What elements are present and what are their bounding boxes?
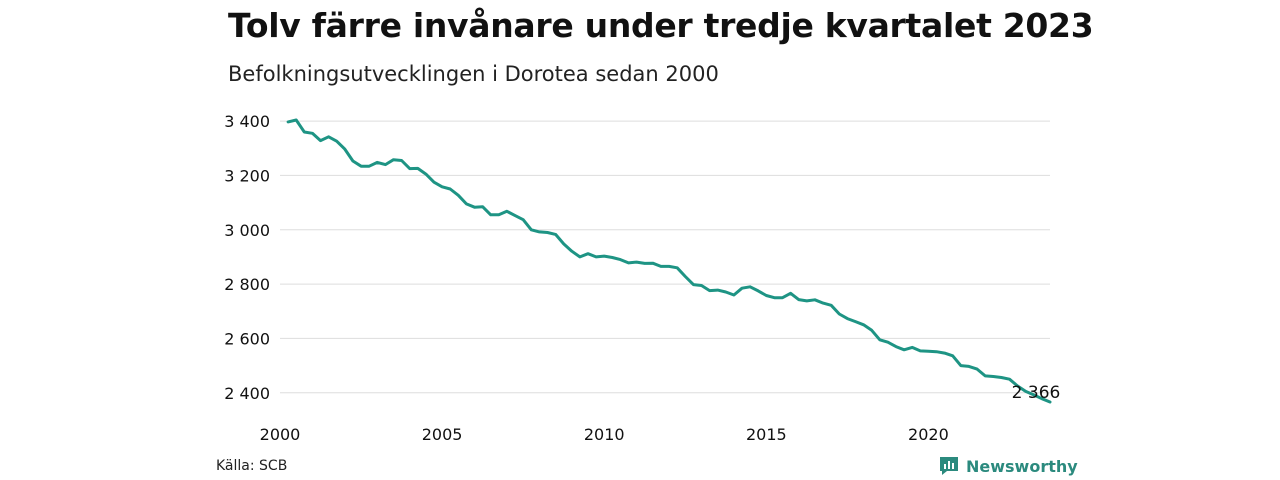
end-value-label: 2 366	[1012, 383, 1061, 403]
x-tick-label: 2020	[908, 425, 949, 444]
y-tick-label: 2 800	[224, 275, 270, 294]
series-line-population	[286, 118, 1052, 404]
y-tick-label: 2 600	[224, 329, 270, 348]
y-tick-label: 3 200	[224, 166, 270, 185]
source-note: Källa: SCB	[216, 458, 288, 474]
y-tick-label: 2 400	[224, 384, 270, 403]
x-tick-label: 2000	[260, 425, 301, 444]
chart-subtitle: Befolkningsutvecklingen i Dorotea sedan …	[228, 62, 719, 86]
brand-name: Newsworthy	[966, 456, 1078, 476]
chart-title: Tolv färre invånare under tredje kvartal…	[228, 6, 1094, 45]
x-tick-label: 2005	[422, 425, 463, 444]
y-tick-label: 3 400	[224, 112, 270, 131]
y-tick-label: 3 000	[224, 221, 270, 240]
y-axis-ticks: 2 400 2 600 2 800 3 000 3 200 3 400	[224, 112, 270, 403]
grid-lines	[280, 120, 1050, 394]
x-axis-ticks: 2000 2005 2010 2015 2020	[260, 425, 949, 444]
x-tick-label: 2015	[746, 425, 787, 444]
x-tick-label: 2010	[584, 425, 625, 444]
brand-logo: Newsworthy	[938, 455, 1078, 477]
newsworthy-chart-icon	[940, 457, 958, 475]
